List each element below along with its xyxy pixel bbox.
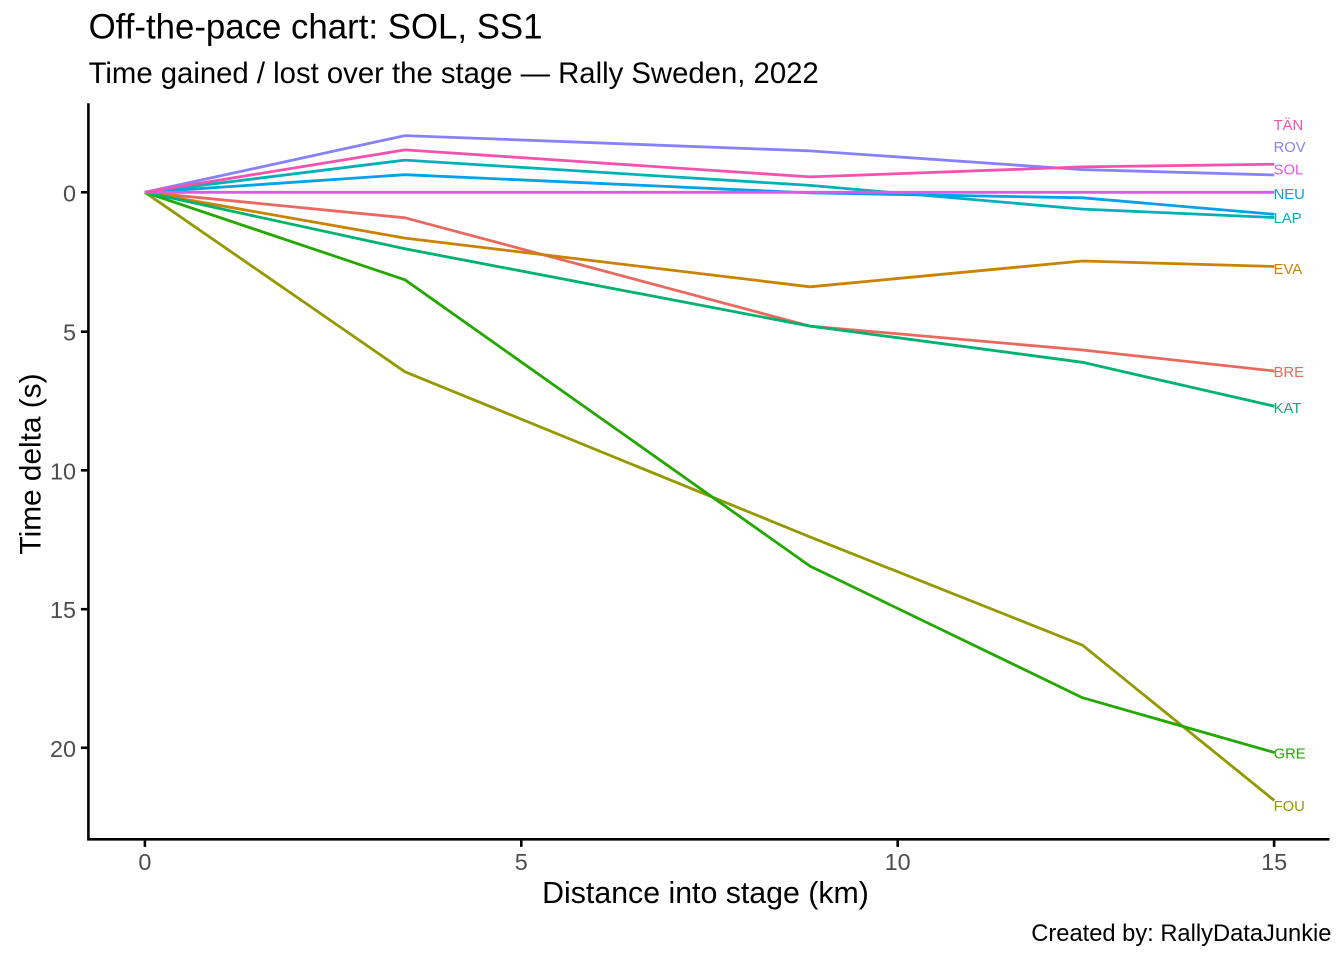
svg-text:Off-the-pace chart: SOL, SS1: Off-the-pace chart: SOL, SS1: [89, 8, 543, 47]
svg-text:GRE: GRE: [1274, 747, 1306, 763]
svg-text:TÄN: TÄN: [1274, 117, 1304, 134]
svg-text:5: 5: [63, 320, 76, 346]
svg-text:10: 10: [50, 458, 76, 484]
svg-text:Time gained / lost over the st: Time gained / lost over the stage — Rall…: [89, 57, 819, 90]
svg-text:0: 0: [63, 180, 76, 206]
svg-text:0: 0: [138, 849, 151, 875]
svg-text:NEU: NEU: [1274, 187, 1305, 203]
svg-text:15: 15: [1261, 849, 1287, 875]
svg-text:5: 5: [515, 849, 528, 875]
svg-text:SOL: SOL: [1274, 163, 1304, 179]
svg-text:20: 20: [50, 736, 76, 762]
svg-text:10: 10: [885, 849, 911, 875]
svg-text:BRE: BRE: [1274, 365, 1305, 381]
svg-text:Created by: RallyDataJunkie: Created by: RallyDataJunkie: [1031, 921, 1331, 947]
svg-text:ROV: ROV: [1274, 140, 1306, 156]
svg-text:EVA: EVA: [1274, 262, 1303, 278]
svg-text:Time delta (s): Time delta (s): [15, 373, 48, 554]
svg-text:Distance into stage (km): Distance into stage (km): [542, 877, 869, 910]
svg-text:15: 15: [50, 597, 76, 623]
svg-text:FOU: FOU: [1274, 799, 1305, 815]
svg-text:LAP: LAP: [1274, 211, 1302, 227]
svg-text:KAT: KAT: [1274, 401, 1302, 417]
